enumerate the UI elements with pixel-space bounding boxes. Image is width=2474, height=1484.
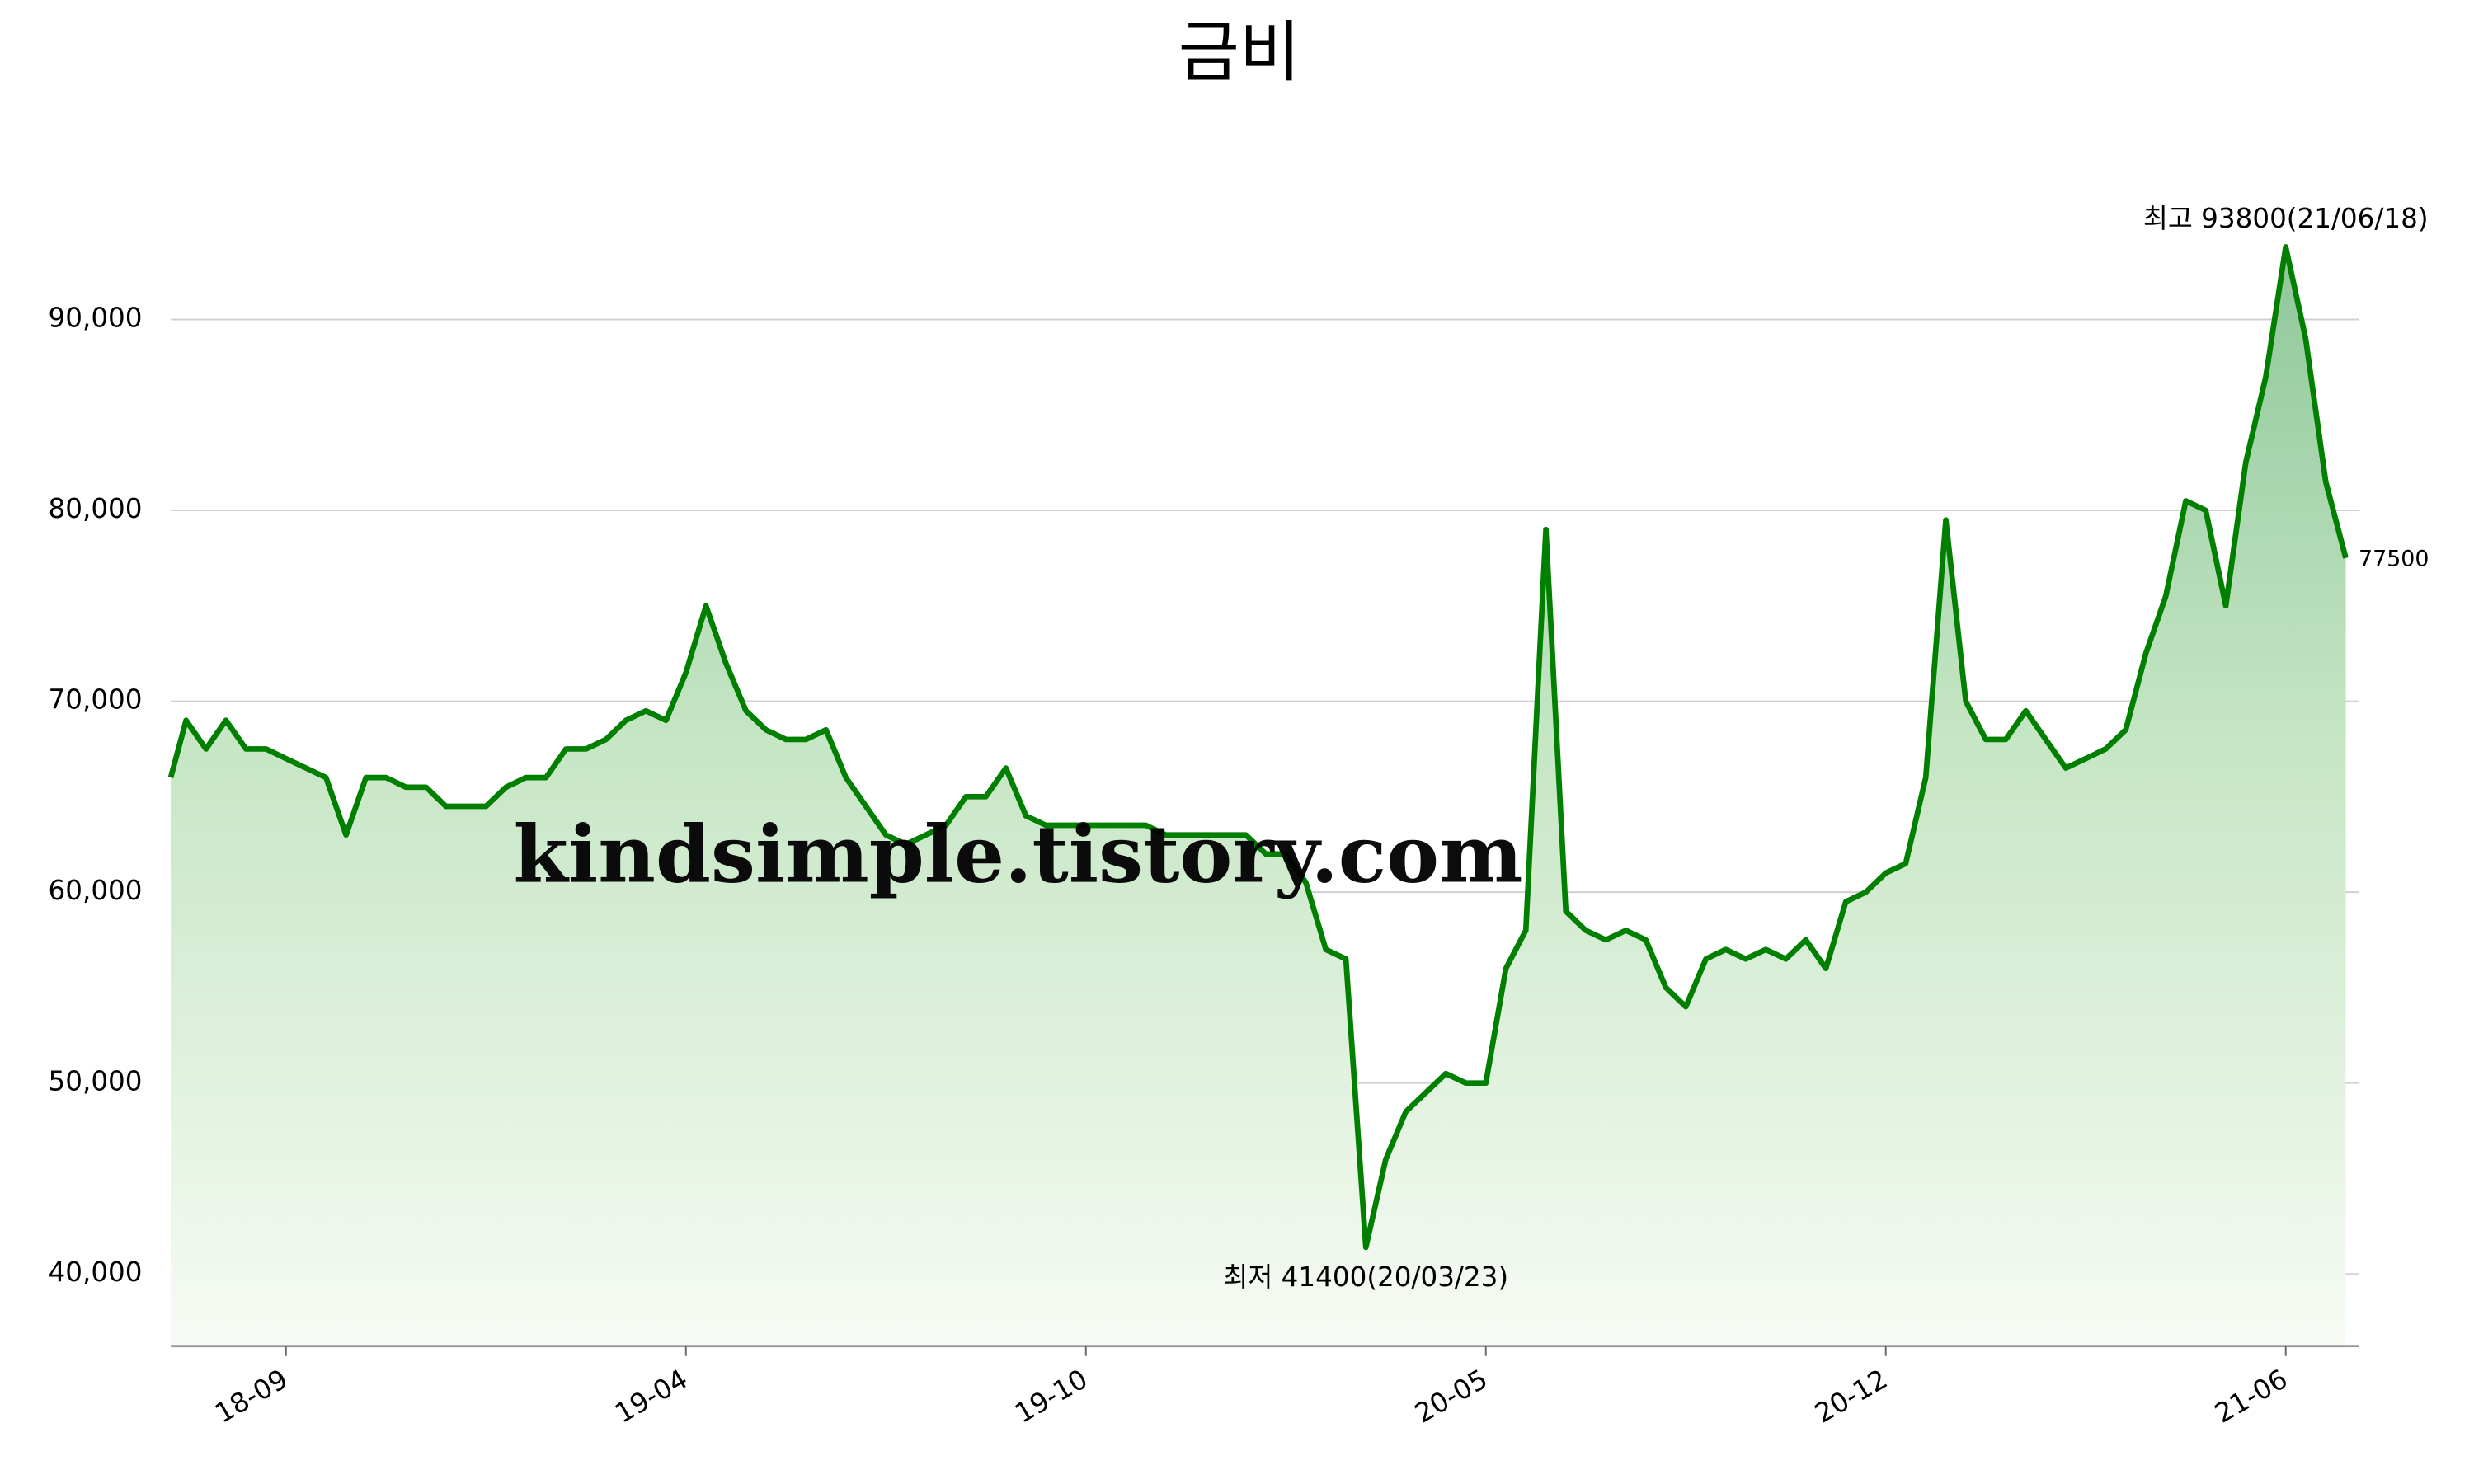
x-tick-label: 20-05 xyxy=(1409,1363,1493,1429)
x-tick-label: 19-10 xyxy=(1009,1363,1093,1429)
min-annotation: 최저 41400(20/03/23) xyxy=(1223,1261,1508,1293)
x-tick-label: 18-09 xyxy=(209,1363,293,1429)
y-tick-label: 70,000 xyxy=(49,684,143,716)
y-tick-label: 50,000 xyxy=(49,1066,143,1097)
last-value-label: 77500 xyxy=(2359,546,2429,571)
y-tick-label: 40,000 xyxy=(49,1256,143,1288)
y-tick-label: 60,000 xyxy=(49,875,143,906)
watermark: kindsimple.tistory.com xyxy=(514,808,1523,901)
area xyxy=(171,247,2346,1347)
chart-title: 금비 xyxy=(1178,13,1300,91)
x-tick-label: 20-12 xyxy=(1809,1363,1893,1429)
y-tick-label: 90,000 xyxy=(49,302,143,333)
x-tick-label: 21-06 xyxy=(2209,1363,2293,1429)
line xyxy=(167,244,2349,1251)
y-tick-label: 80,000 xyxy=(49,493,143,524)
max-annotation: 최고 93800(21/06/18) xyxy=(2143,203,2429,234)
x-tick-label: 19-04 xyxy=(609,1363,693,1429)
